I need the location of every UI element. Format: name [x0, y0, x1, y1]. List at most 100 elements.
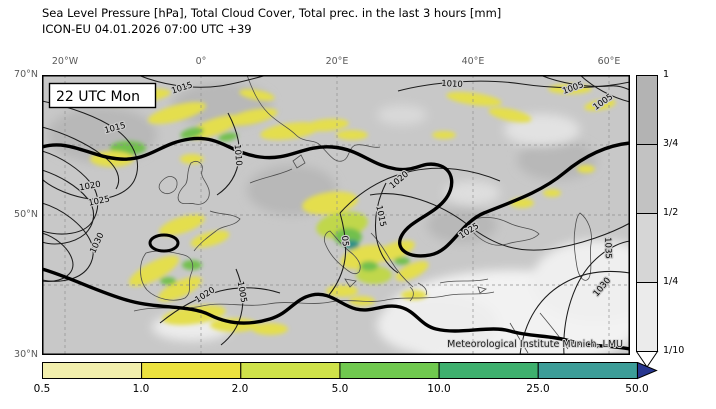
isobar [42, 100, 138, 200]
precip-cell [345, 240, 359, 250]
y-tick-70n: 70°N [14, 69, 38, 80]
precip-seg-4 [339, 362, 440, 379]
title-line1: Sea Level Pressure [hPa], Total Cloud Co… [42, 6, 502, 20]
coastline [193, 210, 241, 252]
clear-patch [444, 181, 500, 205]
coastline [158, 176, 178, 194]
isobar [563, 240, 630, 355]
isobar [519, 270, 630, 355]
isobar-thick [42, 267, 630, 351]
isobar [159, 287, 281, 324]
isobar [42, 150, 99, 235]
coastline [409, 282, 427, 302]
precip-tick-250: 25.0 [526, 383, 550, 395]
cloud-tick-1: 1 [663, 69, 670, 80]
coastlines [133, 75, 592, 354]
cloud-tick-12: 1/2 [663, 207, 679, 218]
weather-map: 1015 1020 1025 1030 1015 1010 1010 1005 … [42, 75, 630, 355]
x-tick-0: 0° [195, 56, 207, 67]
isobar [579, 75, 630, 103]
precip-cell [356, 266, 392, 284]
coastline [370, 232, 414, 288]
coastline [573, 212, 592, 281]
cloud-tick-110: 1/10 [663, 345, 685, 356]
map-border [42, 75, 630, 355]
coastline [133, 291, 495, 312]
title-line2: ICON-EU 04.01.2026 07:00 UTC +39 [42, 22, 252, 36]
isobar [137, 75, 269, 88]
precip-tick-100: 10.0 [427, 383, 451, 395]
precipitation-areas [90, 84, 616, 335]
isobar [339, 167, 501, 214]
precip-cell [210, 318, 258, 332]
x-tick-20e: 20°E [325, 56, 349, 67]
cloud-patch [517, 140, 597, 180]
coastline [509, 312, 569, 354]
figure-title: Sea Level Pressure [hPa], Total Cloud Co… [42, 5, 501, 37]
precip-cell [147, 102, 207, 124]
isobar [369, 193, 630, 251]
precip-tick-20: 2.0 [231, 383, 249, 395]
precip-cell [432, 131, 456, 139]
precip-cell [226, 108, 278, 126]
precip-cell [326, 285, 358, 297]
precip-cell [584, 99, 616, 111]
time-label-box: 22 UTC Mon [48, 82, 157, 109]
y-tick-30n: 30°N [14, 349, 38, 360]
precip-tick-50: 5.0 [331, 383, 349, 395]
precip-cell [373, 240, 415, 262]
isobar-thick [148, 233, 180, 253]
coastline [140, 250, 194, 301]
precip-cell [260, 122, 320, 140]
precip-cell [394, 257, 410, 265]
precip-seg-3 [240, 362, 341, 379]
coastline [439, 278, 489, 294]
precip-colorbar [42, 362, 658, 380]
x-tick-20w: 20°W [51, 56, 79, 67]
cloud-tick-14: 1/4 [663, 276, 679, 287]
cloud-seg-1 [636, 75, 658, 145]
precip-cell [157, 276, 203, 302]
precip-cell [218, 132, 238, 142]
coastline [177, 161, 210, 205]
isobar-thick [42, 136, 630, 258]
precip-cell [336, 130, 368, 140]
isobar [216, 112, 240, 196]
map-credit: Meteorological Institute Munich, LMU [447, 339, 623, 350]
precip-tick-05: 0.5 [33, 383, 51, 395]
isobars-bold [42, 136, 630, 351]
precip-cell [252, 323, 288, 335]
precip-seg-1 [42, 362, 143, 379]
cloud-seg-12 [636, 213, 658, 283]
precip-cell [401, 290, 427, 300]
precip-cell [577, 165, 595, 173]
precip-tick-10: 1.0 [132, 383, 150, 395]
precip-seg-2 [141, 362, 242, 379]
isobar [328, 212, 347, 296]
x-tick-60e: 60°E [597, 56, 621, 67]
time-label: 22 UTC Mon [56, 89, 140, 105]
isobar [220, 268, 244, 346]
precip-arrow-right [637, 362, 658, 380]
isobar-label: 1010 [441, 79, 463, 90]
precip-seg-5 [438, 362, 539, 379]
precip-cell [548, 84, 592, 94]
precip-cell [190, 230, 230, 248]
isobar [539, 75, 630, 91]
precip-cell [543, 189, 561, 197]
isobar-label: 1010 [232, 144, 244, 166]
cloud-seg-14 [636, 282, 658, 352]
precip-cell [180, 127, 204, 139]
cloud-cover-colorbar [636, 75, 659, 368]
y-tick-50n: 50°N [14, 209, 38, 220]
precip-cell [395, 261, 429, 281]
isobar [375, 182, 399, 274]
cloud-tick-34: 3/4 [663, 138, 679, 149]
precip-seg-6 [537, 362, 638, 379]
coastline [469, 217, 540, 246]
coastline [344, 278, 357, 288]
x-tick-40e: 40°E [461, 56, 485, 67]
coastline [292, 154, 306, 169]
clear-sky-areas [152, 105, 630, 355]
